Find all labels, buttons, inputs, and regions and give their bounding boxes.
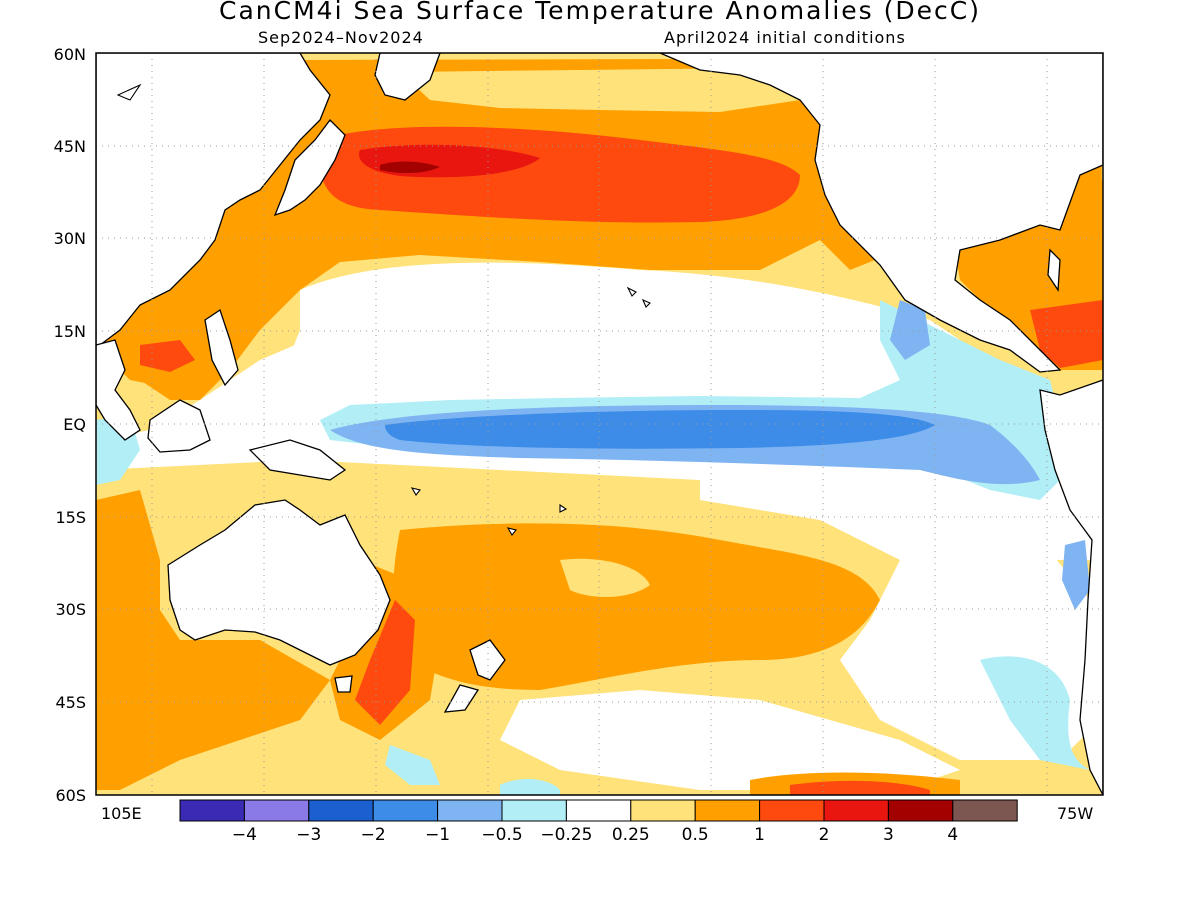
weak-warm-patch-sp xyxy=(560,558,650,597)
colorbar: −4 −3 −2 −1 −0.5 −0.25 0.25 0.5 1 2 3 4 xyxy=(179,799,1018,845)
colorbar-label: 3 xyxy=(883,825,894,845)
colorbar-swatch xyxy=(437,799,503,822)
cool-east-pacific-coast xyxy=(890,300,930,360)
florida-land xyxy=(1047,248,1061,292)
colorbar-swatch xyxy=(759,799,825,822)
map-frame xyxy=(95,52,1104,796)
colorbar-swatch xyxy=(243,799,310,822)
colorbar-label: −0.5 xyxy=(481,825,522,845)
colorbar-label: −2 xyxy=(361,825,386,845)
neutral-north-band xyxy=(280,262,1040,405)
colorbar-swatch xyxy=(501,799,567,822)
small-islands xyxy=(116,83,651,536)
colorbar-swatch xyxy=(887,799,954,822)
colorbar-swatch xyxy=(630,799,696,822)
colorbar-swatch xyxy=(565,799,632,822)
colorbar-label: 4 xyxy=(947,825,958,845)
land-masses xyxy=(96,53,1103,795)
colorbar-label: 0.25 xyxy=(612,825,650,845)
forecast-period: Sep2024–Nov2024 xyxy=(258,28,424,47)
philippines-land xyxy=(204,308,239,387)
lat-label-eq: EQ xyxy=(63,415,86,434)
colorbar-label: 2 xyxy=(819,825,830,845)
warm-south-pacific xyxy=(393,523,880,690)
lat-label-60s: 60S xyxy=(55,786,86,805)
north-america-land xyxy=(659,53,1103,373)
lon-label-west: 105E xyxy=(101,804,142,823)
weak-warm-central-north xyxy=(400,68,800,112)
colorbar-label: 0.5 xyxy=(682,825,709,845)
colorbar-label: 1 xyxy=(754,825,765,845)
weak-cool-south2 xyxy=(500,778,560,795)
colorbar-swatch xyxy=(823,799,889,822)
lat-label-15s: 15S xyxy=(55,508,86,527)
lat-label-30s: 30S xyxy=(55,600,86,619)
lat-label-45n: 45N xyxy=(53,137,86,156)
strong-cool-equatorial xyxy=(385,410,935,449)
colorbar-swatch xyxy=(179,799,245,822)
weak-cool-south xyxy=(385,745,440,785)
borneo-land xyxy=(147,399,211,453)
graticule xyxy=(96,53,1103,795)
cool-peru-coast xyxy=(1062,540,1090,610)
initial-conditions: April2024 initial conditions xyxy=(664,28,906,47)
south-america-land xyxy=(1039,379,1103,795)
strong-warm-southern-ocean xyxy=(790,780,930,795)
map-title: CanCM4i Sea Surface Temperature Anomalie… xyxy=(219,0,981,25)
lat-label-15n: 15N xyxy=(53,322,86,341)
lat-label-30n: 30N xyxy=(53,229,86,248)
colorbar-label: −0.25 xyxy=(540,825,592,845)
colorbar-swatch xyxy=(952,799,1018,822)
strong-warm-south-china-sea xyxy=(140,340,195,372)
colorbar-label: −4 xyxy=(232,825,257,845)
colorbar-swatch xyxy=(308,799,374,822)
lat-label-60n: 60N xyxy=(53,45,86,64)
neutral-south xyxy=(500,690,960,790)
tasmania-land xyxy=(334,675,353,693)
strong-warm-caribbean xyxy=(1030,300,1103,368)
colorbar-label: −1 xyxy=(425,825,450,845)
colorbar-swatch xyxy=(694,799,761,822)
colorbar-label: −3 xyxy=(296,825,321,845)
new-guinea-land xyxy=(248,439,347,481)
australia-land xyxy=(167,499,391,666)
asia-land xyxy=(96,53,331,346)
warm-indian-ocean xyxy=(96,490,330,790)
extreme-warm-kuroshio xyxy=(380,161,440,174)
indochina-land xyxy=(96,339,141,441)
lon-label-east: 75W xyxy=(1057,804,1094,823)
weak-cool-south-east xyxy=(980,656,1090,770)
kamchatka-land xyxy=(374,53,441,101)
new-zealand-land xyxy=(443,639,506,713)
strong-warm-tasman xyxy=(355,600,415,725)
japan-land xyxy=(273,119,346,217)
lat-label-45s: 45S xyxy=(55,693,86,712)
colorbar-swatch xyxy=(372,799,439,822)
